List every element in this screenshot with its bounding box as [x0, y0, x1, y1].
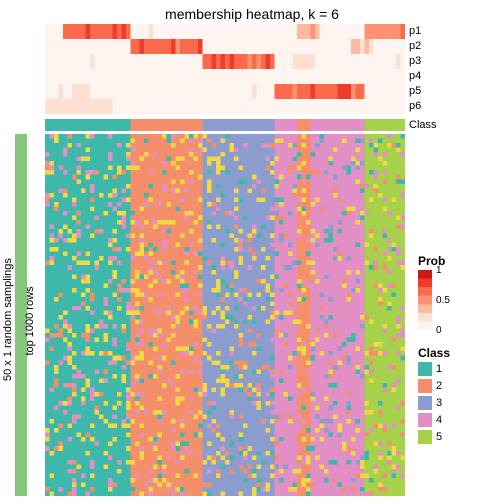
membership-row-label: p4	[409, 70, 421, 82]
class-annotation-bar	[45, 119, 405, 131]
class-row-label: Class	[409, 119, 437, 131]
class-legend-label: 5	[436, 431, 442, 443]
prob-legend-tick: 1	[436, 265, 442, 276]
membership-row-label: p2	[409, 40, 421, 52]
membership-row-label: p5	[409, 85, 421, 97]
class-legend-item: 5	[418, 430, 442, 444]
class-legend-label: 2	[436, 380, 442, 392]
y-axis-label-inner: top 1000 rows	[24, 261, 36, 381]
y-axis-label-outer: 50 x 1 random samplings	[2, 261, 14, 381]
class-legend-label: 4	[436, 414, 442, 426]
membership-heatmap-strip	[45, 24, 405, 114]
class-legend-swatch	[418, 362, 432, 376]
class-legend-title: Class	[418, 346, 450, 360]
prob-legend-gradient	[418, 270, 432, 330]
class-legend-label: 1	[436, 363, 442, 375]
main-heatmap	[45, 134, 405, 496]
class-legend-item: 2	[418, 379, 442, 393]
class-legend-item: 3	[418, 396, 442, 410]
class-legend-swatch	[418, 430, 432, 444]
page-title: membership heatmap, k = 6	[165, 6, 339, 22]
membership-row-label: p3	[409, 55, 421, 67]
class-legend-swatch	[418, 413, 432, 427]
prob-legend-tick: 0	[436, 325, 442, 336]
membership-row-label: p6	[409, 100, 421, 112]
class-legend-label: 3	[436, 397, 442, 409]
class-legend-item: 4	[418, 413, 442, 427]
class-legend-item: 1	[418, 362, 442, 376]
class-legend-swatch	[418, 396, 432, 410]
membership-row-label: p1	[409, 25, 421, 37]
prob-legend-tick: 0.5	[436, 295, 450, 306]
class-legend-swatch	[418, 379, 432, 393]
